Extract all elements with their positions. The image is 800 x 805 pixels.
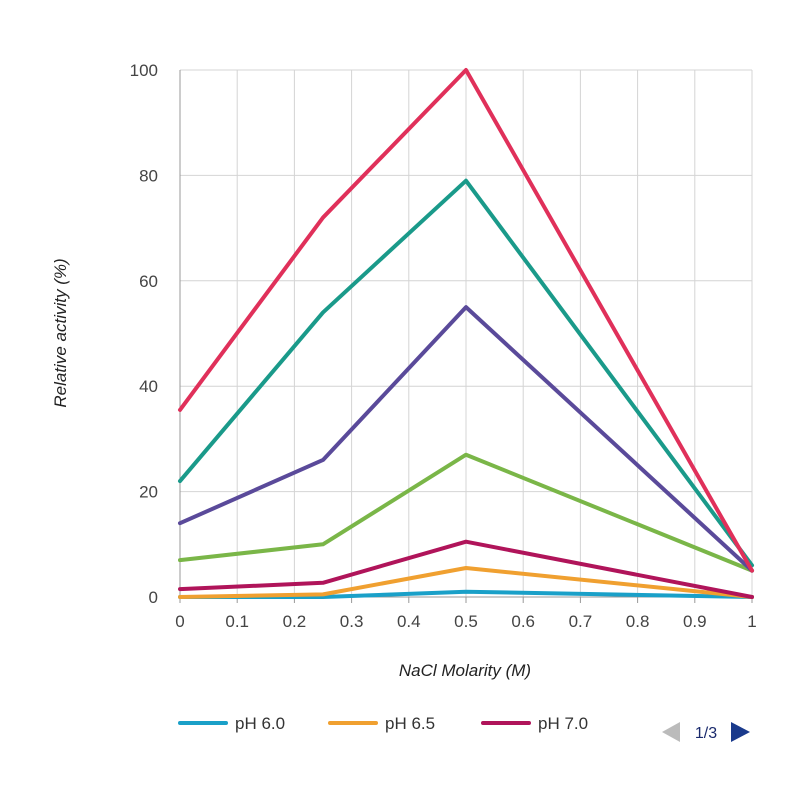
x-tick-label: 0.5 bbox=[454, 612, 478, 631]
x-axis-title: NaCl Molarity (M) bbox=[399, 661, 531, 680]
legend-next-arrow-icon[interactable] bbox=[731, 722, 750, 742]
tick-labels: 0 0.1 0.2 0.3 0.4 0.5 0.6 0.7 0.8 0.9 1 0 20 40 60 80 10… bbox=[130, 61, 757, 631]
series-line-3[interactable] bbox=[178, 452, 754, 573]
x-tick-label: 0.6 bbox=[511, 612, 535, 631]
y-tick-label: 60 bbox=[139, 272, 158, 291]
x-tick-label: 0.1 bbox=[225, 612, 249, 631]
x-tick-label: 1 bbox=[747, 612, 756, 631]
x-tick-label: 0.7 bbox=[569, 612, 593, 631]
x-tick-label: 0.2 bbox=[283, 612, 307, 631]
legend-item[interactable]: pH 6.0 bbox=[178, 714, 285, 733]
x-tick-label: 0.3 bbox=[340, 612, 364, 631]
x-tick-label: 0.9 bbox=[683, 612, 707, 631]
series-line-4[interactable] bbox=[178, 305, 754, 573]
legend-label: pH 6.5 bbox=[385, 714, 435, 733]
grid bbox=[179, 69, 753, 598]
series-line-6[interactable] bbox=[178, 68, 754, 573]
legend-label: pH 7.0 bbox=[538, 714, 588, 733]
legend-item[interactable]: pH 6.5 bbox=[328, 714, 435, 733]
legend-item[interactable]: pH 7.0 bbox=[481, 714, 588, 733]
series-line-1[interactable] bbox=[178, 566, 754, 599]
y-tick-label: 40 bbox=[139, 377, 158, 396]
y-axis-title: Relative activity (%) bbox=[51, 258, 70, 407]
x-tick-label: 0.8 bbox=[626, 612, 650, 631]
legend-pager: 1/3 bbox=[662, 722, 750, 742]
series-line-2[interactable] bbox=[178, 539, 754, 599]
y-tick-label: 0 bbox=[149, 588, 158, 607]
series-line-5[interactable] bbox=[178, 178, 754, 568]
y-tick-label: 80 bbox=[139, 166, 158, 185]
legend: pH 6.0 pH 6.5 pH 7.0 bbox=[178, 714, 588, 733]
series-lines bbox=[178, 68, 754, 599]
legend-label: pH 6.0 bbox=[235, 714, 285, 733]
y-tick-label: 100 bbox=[130, 61, 158, 80]
x-tick-label: 0.4 bbox=[397, 612, 421, 631]
y-tick-label: 20 bbox=[139, 483, 158, 502]
x-tick-label: 0 bbox=[175, 612, 184, 631]
legend-prev-arrow-icon[interactable] bbox=[662, 722, 680, 742]
legend-page-indicator: 1/3 bbox=[695, 725, 717, 742]
